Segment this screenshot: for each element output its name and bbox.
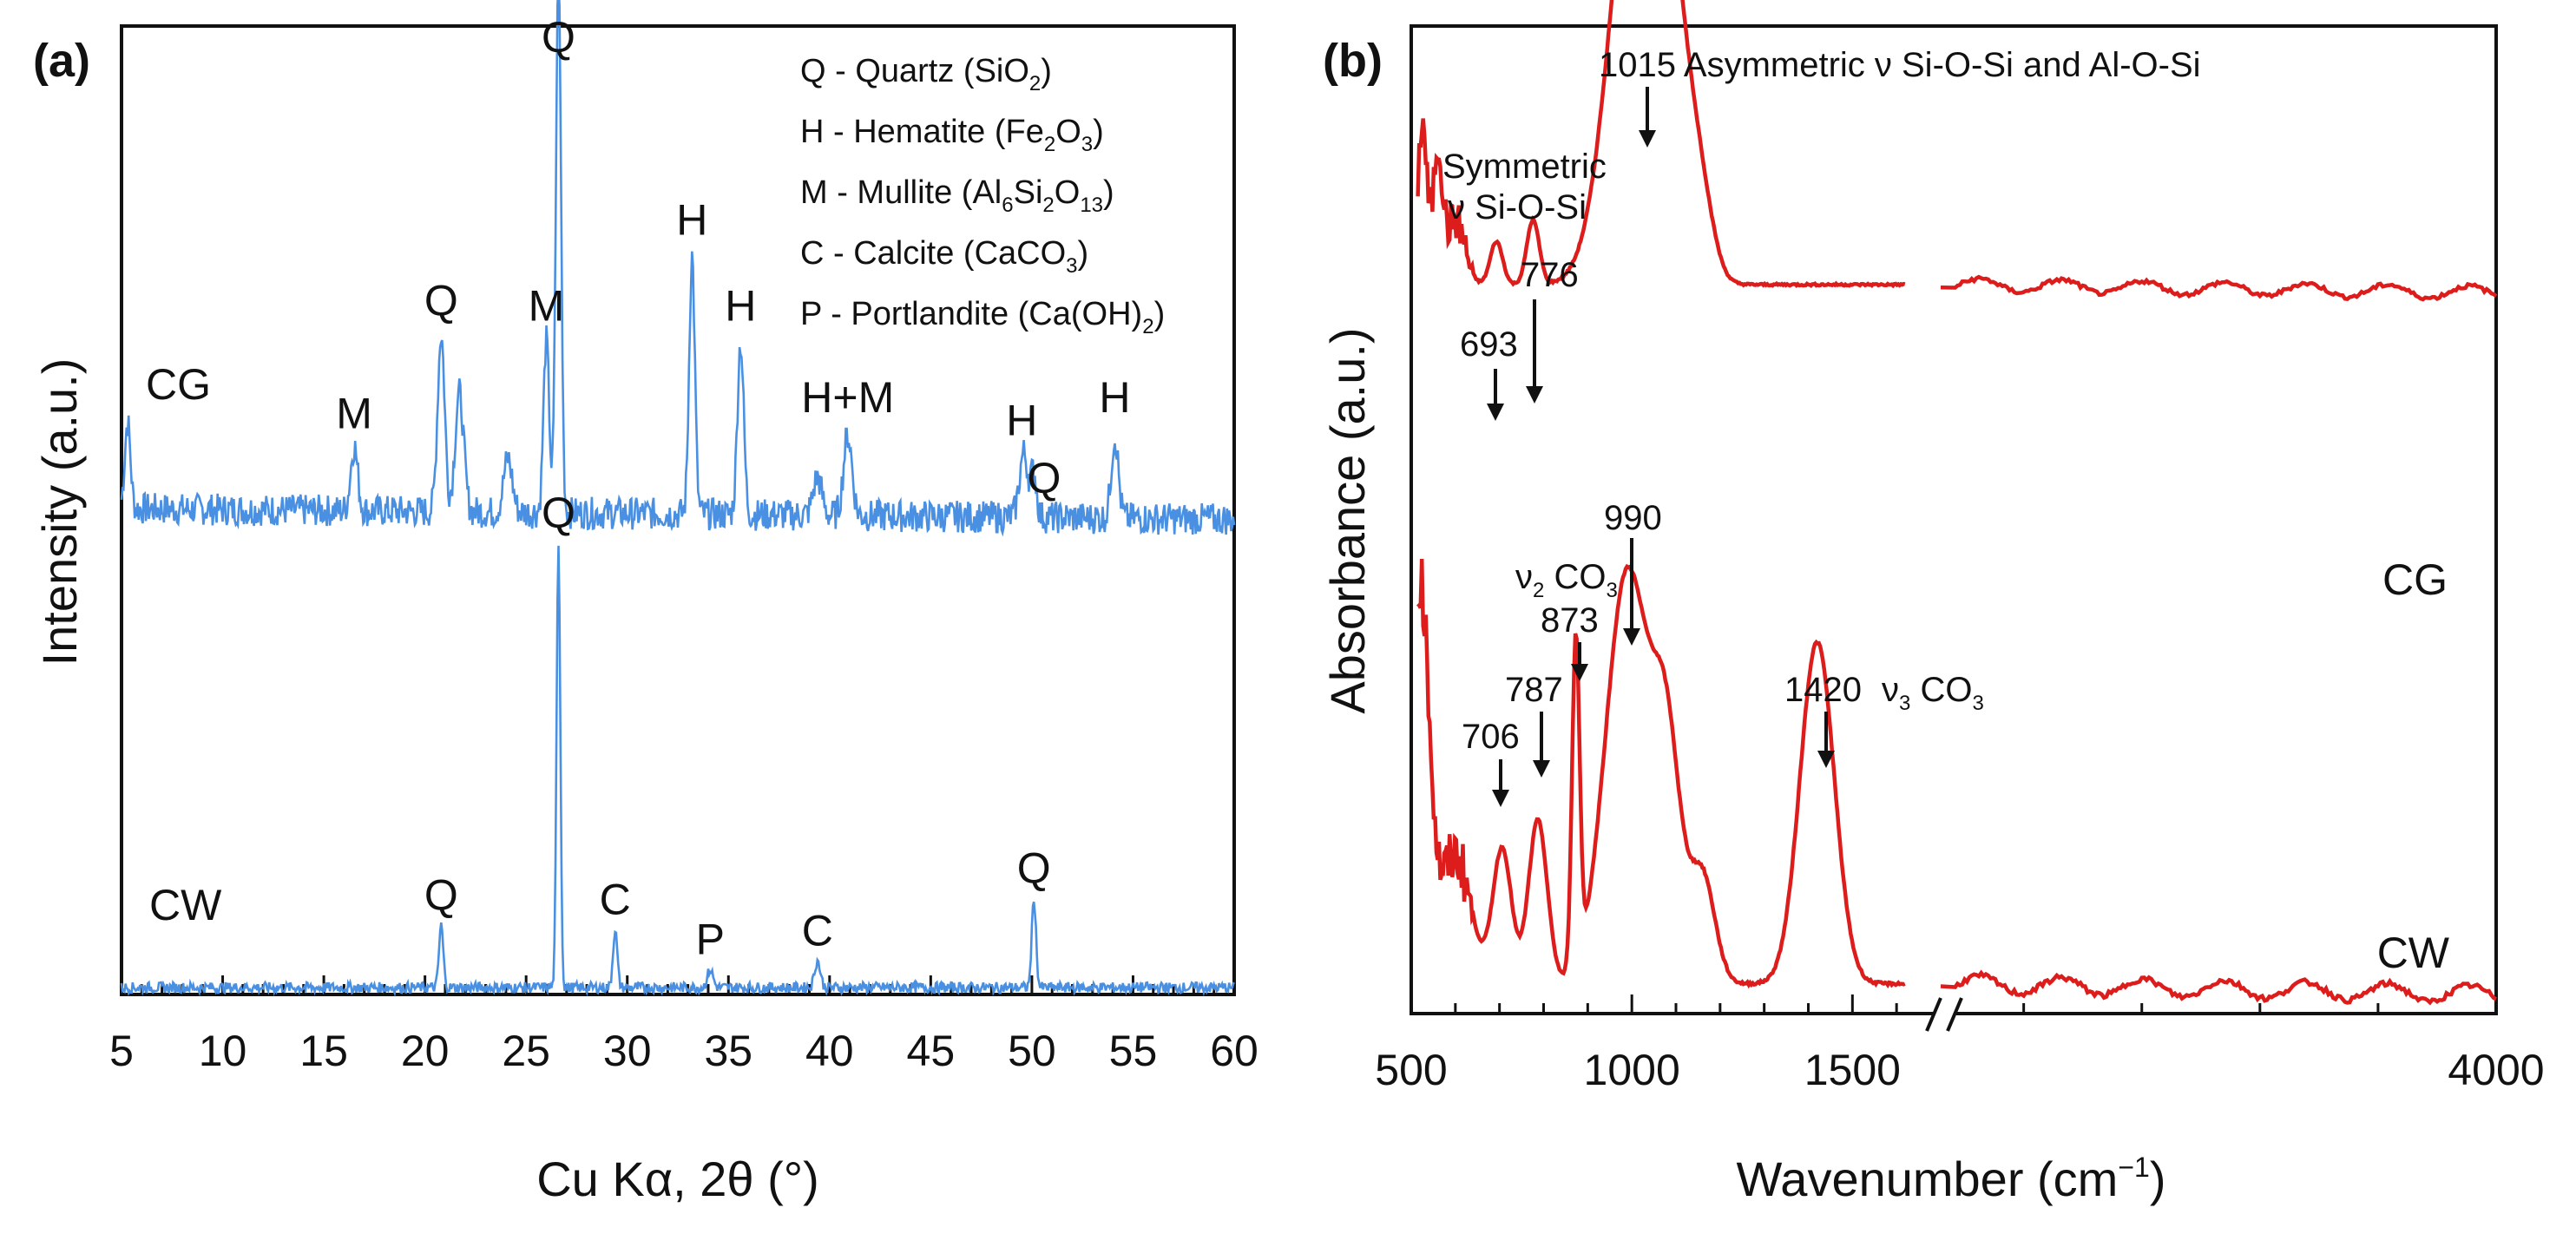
- series-label-cw-ftir: CW: [2377, 929, 2450, 977]
- axis-break-mark-2: [1946, 997, 1963, 1032]
- annot-776: 776: [1521, 256, 1579, 294]
- peak-annotation: Q: [1017, 844, 1051, 893]
- x-tick-label: 50: [1008, 1027, 1056, 1075]
- peak-annotation: P: [696, 916, 725, 964]
- annot-1015: 1015 Asymmetric ν Si-O-Si and Al-O-Si: [1599, 46, 2201, 84]
- peak-annotation: M: [529, 282, 565, 331]
- annot-nu3-co3: ν3 CO3: [1882, 671, 1984, 715]
- x-tick-label: 500: [1375, 1046, 1447, 1094]
- series-label-cg-ftir: CG: [2382, 555, 2448, 604]
- panel-a-plot-frame: [120, 24, 1236, 996]
- panel-a-phase-legend: Q - Quartz (SiO2) H - Hematite (Fe2O3) M -…: [800, 53, 1165, 338]
- peak-annotation: Q: [542, 489, 575, 537]
- panel-b-y-axis-title: Absorbance (a.u.): [1320, 327, 1375, 713]
- annot-873: 873: [1541, 601, 1599, 640]
- panel-b-x-tick-labels: 500 1000 1500 4000: [1375, 1046, 2544, 1094]
- x-tick-label: 4000: [2448, 1046, 2544, 1094]
- panel-b-x-ticks: [1410, 994, 2498, 1014]
- annot-nu2-co3: ν2 CO3: [1515, 558, 1618, 602]
- legend-entry: H - Hematite (Fe2O3): [800, 114, 1104, 156]
- annot-nu-si-o-si: ν Si-O-Si: [1448, 188, 1587, 226]
- series-cw-xrd-line: [120, 545, 1235, 997]
- x-tick-label: 40: [805, 1027, 854, 1075]
- x-tick-label: 20: [401, 1027, 450, 1075]
- panel-a-x-axis-title: Cu Kα, 2θ (°): [536, 1152, 819, 1206]
- panel-a-x-tick-labels: 5 10 15 20 25 30 35 40 45 50 55 60: [109, 1027, 1258, 1075]
- panel-a-y-axis-title: Intensity (a.u.): [32, 358, 87, 666]
- legend-entry: C - Calcite (CaCO3): [800, 235, 1088, 278]
- annot-706: 706: [1462, 718, 1520, 756]
- peak-annotation: M: [336, 390, 372, 438]
- peak-annotation: H+M: [801, 373, 894, 422]
- x-tick-label: 15: [299, 1027, 348, 1075]
- annot-symmetric: Symmetric: [1442, 148, 1607, 186]
- x-tick-label: 35: [704, 1027, 752, 1075]
- panel-b-arrows: [1487, 87, 1835, 807]
- peak-annotation: Q: [542, 13, 575, 62]
- series-label-cg: CG: [146, 360, 211, 409]
- peak-annotation: C: [802, 906, 833, 955]
- series-label-cw: CW: [149, 881, 222, 929]
- x-tick-label: 30: [603, 1027, 652, 1075]
- series-cg-ftir-line: [1416, 0, 1906, 289]
- axis-break-mark-1: [1925, 997, 1942, 1032]
- panel-b-ftir-chart: (b) 500 1000 1500 4000 CG CW Symmetric ν Si…: [1320, 0, 2545, 1206]
- x-tick-label: 5: [109, 1027, 134, 1075]
- annot-693: 693: [1460, 325, 1518, 364]
- peak-annotation: H: [725, 282, 756, 331]
- panel-a-label: (a): [33, 35, 90, 87]
- annot-990: 990: [1604, 499, 1662, 537]
- peak-annotation: Q: [424, 276, 458, 325]
- series-cg-xrd-line: [120, 0, 1236, 537]
- legend-entry: M - Mullite (Al6Si2O13): [800, 174, 1114, 217]
- annot-1420: 1420: [1784, 671, 1862, 709]
- series-cg-ftir-line-high: [1940, 274, 2498, 302]
- legend-entry: Q - Quartz (SiO2): [800, 53, 1052, 95]
- peak-annotation: H: [1006, 396, 1037, 444]
- panel-b-label: (b): [1323, 35, 1383, 87]
- x-tick-label: 25: [502, 1027, 550, 1075]
- x-tick-label: 45: [907, 1027, 956, 1075]
- series-cw-ftir-line-high: [1940, 969, 2497, 1006]
- x-tick-label: 55: [1109, 1027, 1158, 1075]
- x-tick-label: 10: [199, 1027, 247, 1075]
- peak-annotation: Q: [1027, 454, 1061, 502]
- legend-entry: P - Portlandite (Ca(OH)2): [800, 296, 1165, 338]
- x-tick-label: 1500: [1804, 1046, 1901, 1094]
- peak-annotation: H: [676, 195, 707, 244]
- peak-annotation: C: [600, 875, 631, 923]
- series-cw-ftir-line: [1416, 559, 1906, 989]
- x-tick-label: 60: [1210, 1027, 1258, 1075]
- peak-annotation: Q: [424, 870, 458, 919]
- panel-b-x-axis-title: Wavenumber (cm−1): [1737, 1152, 2166, 1206]
- annot-787: 787: [1505, 671, 1563, 709]
- peak-annotation: H: [1099, 373, 1130, 422]
- panel-a-xrd-chart: (a) 5 10 15 20 25 30 35 40 45 50 55 60 CG CW MQ MQHH…: [32, 0, 1258, 1206]
- x-tick-label: 1000: [1584, 1046, 1680, 1094]
